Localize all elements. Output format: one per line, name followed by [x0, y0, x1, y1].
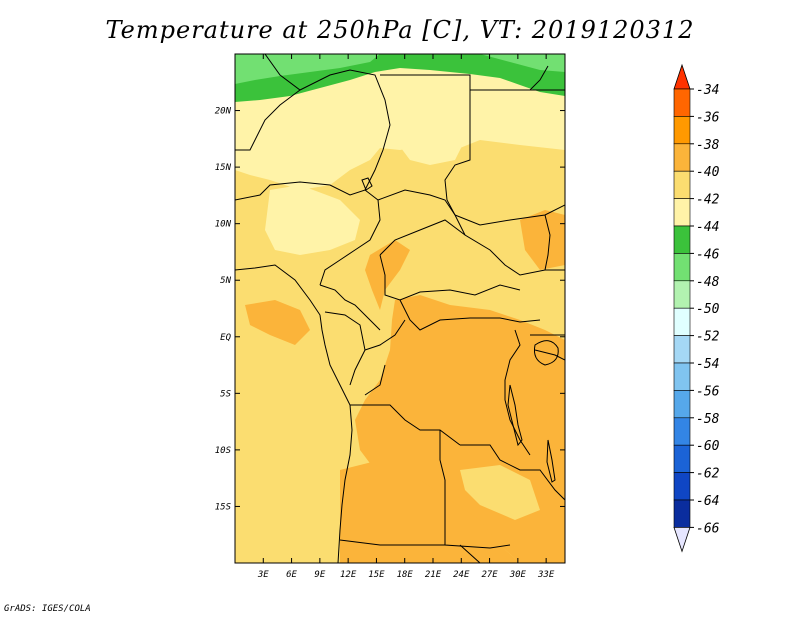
- country-borders: [235, 54, 565, 563]
- field-west-light: [265, 185, 360, 255]
- colorbar-swatch: [673, 198, 691, 227]
- lat-tick-label: EQ: [220, 333, 231, 343]
- colorbar-label: -38: [696, 138, 720, 153]
- colorbar-label: -48: [696, 275, 720, 290]
- colorbar-label: -54: [696, 357, 719, 372]
- lat-tick-label: 15N: [215, 163, 232, 173]
- latitude-axis: 20N 15N 10N 5N EQ 5S 10S 15S: [215, 107, 565, 512]
- colorbar-swatch: [673, 362, 691, 391]
- lon-tick-label: 12E: [340, 570, 357, 580]
- colorbar-swatch: [673, 225, 691, 254]
- lon-tick-label: 9E: [314, 570, 325, 580]
- colorbar-swatch: [673, 280, 691, 309]
- colorbar-label: -52: [696, 330, 720, 345]
- lat-tick-label: 5N: [220, 276, 231, 286]
- lat-tick-label: 10N: [215, 220, 232, 230]
- colorbar-swatch: [673, 253, 691, 282]
- border-car: [379, 219, 521, 301]
- lake-victoria: [534, 340, 559, 366]
- colorbar-label: -36: [696, 110, 720, 125]
- lon-tick-label: 3E: [257, 570, 269, 580]
- border-sahara-2: [380, 74, 565, 91]
- lon-tick-label: 18E: [397, 570, 414, 580]
- field-green-light: [235, 54, 380, 84]
- lon-tick-label: 21E: [425, 570, 442, 580]
- border-sahara-1: [264, 54, 391, 191]
- field-gulf-warm: [245, 300, 310, 345]
- colorbar-swatch: [673, 444, 691, 473]
- border-gabon: [324, 311, 366, 386]
- field-north-light-2: [380, 75, 470, 165]
- border-namibia: [339, 539, 445, 546]
- border-drc-north: [399, 299, 541, 331]
- colorbar-swatch: [673, 170, 691, 199]
- colorbar-swatch: [673, 499, 691, 528]
- grads-credit: GrADS: IGES/COLA: [4, 604, 91, 614]
- colorbar-swatch: [673, 472, 691, 501]
- lake-tanganyika: [507, 384, 523, 447]
- colorbar-swatch: [673, 307, 691, 336]
- colorbar-label: -42: [696, 193, 720, 208]
- colorbar-label: -46: [696, 247, 720, 262]
- lat-tick-label: 10S: [215, 446, 232, 456]
- lon-tick-label: 15E: [368, 570, 385, 580]
- lon-tick-label: 24E: [453, 570, 470, 580]
- field-south-light-patch: [460, 465, 540, 520]
- temperature-field: [235, 54, 565, 563]
- lon-tick-label: 30E: [509, 570, 527, 580]
- border-great-lakes: [504, 329, 531, 456]
- colorbar-bottom-arrow: [673, 527, 691, 553]
- lon-tick-label: 33E: [537, 570, 555, 580]
- colorbar-label: -62: [696, 467, 720, 482]
- border-angola-east: [439, 430, 511, 549]
- border-angola-north: [350, 404, 461, 446]
- border-cameroon: [319, 284, 381, 331]
- lake-malawi: [546, 439, 556, 483]
- lat-tick-label: 20N: [215, 107, 232, 117]
- lake-chad: [361, 177, 373, 191]
- colorbar-label: -60: [696, 439, 720, 454]
- border-sahel-1: [235, 181, 381, 286]
- colorbar: -34 -36 -38 -40 -42 -44 -46 -48 -50 -52 -54 -56 -58 -…: [673, 63, 720, 553]
- colorbar-label: -50: [696, 302, 720, 317]
- map-frame: [234, 53, 566, 564]
- border-sahara-4: [235, 89, 301, 151]
- border-sahara-3: [444, 90, 471, 216]
- colorbar-label: -64: [696, 494, 719, 509]
- field-nile-warm: [520, 210, 565, 270]
- lat-tick-label: 5S: [220, 389, 231, 399]
- colorbar-swatch: [673, 335, 691, 364]
- colorbar-swatch: [673, 88, 691, 117]
- colorbar-swatch: [673, 116, 691, 145]
- lon-tick-label: 27E: [481, 570, 498, 580]
- colorbar-label: -58: [696, 412, 720, 427]
- colorbar-label: -44: [696, 220, 719, 235]
- border-tanzania: [530, 334, 565, 361]
- colorbar-label: -40: [696, 165, 720, 180]
- lon-tick-label: 6E: [286, 570, 297, 580]
- border-zambia: [460, 444, 565, 501]
- colorbar-swatch: [673, 390, 691, 419]
- colorbar-label: -34: [696, 83, 719, 98]
- border-east: [544, 214, 551, 271]
- colorbar-label: -66: [696, 521, 720, 536]
- red-sea-coast: [529, 65, 549, 91]
- colorbar-top-arrow: [673, 63, 691, 90]
- lat-tick-label: 15S: [215, 502, 232, 512]
- border-sudan-ss: [454, 204, 565, 226]
- longitude-axis: 3E 6E 9E 12E 15E 18E 21E 24E 27E 30E 33E: [257, 54, 555, 580]
- colorbar-swatch: [673, 143, 691, 172]
- field-south-warm: [340, 460, 520, 563]
- border-congo-drc: [364, 319, 406, 396]
- border-botswana: [459, 544, 481, 563]
- map-title: Temperature at 250hPa [C], VT: 201912031…: [105, 16, 695, 44]
- colorbar-swatch: [673, 417, 691, 446]
- field-green-light-2: [480, 54, 565, 72]
- colorbar-label: -56: [696, 384, 720, 399]
- field-cameroon-warm: [365, 240, 410, 310]
- coastline-west: [235, 264, 353, 563]
